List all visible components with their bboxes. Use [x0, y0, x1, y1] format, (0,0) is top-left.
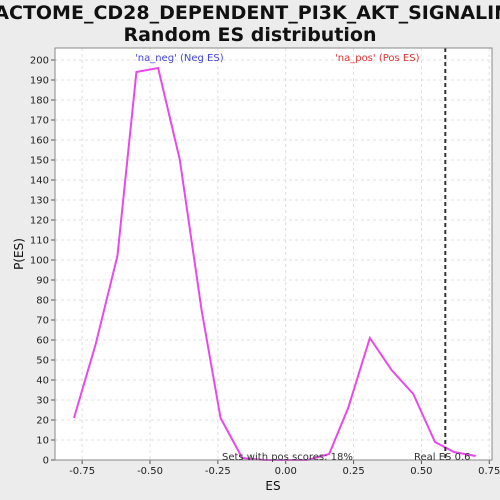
x-tick-label: 0.25	[342, 466, 364, 477]
y-axis-label: P(ES)	[12, 238, 26, 270]
y-tick-label: 140	[30, 176, 49, 187]
x-tick-label: 0.50	[410, 466, 432, 477]
y-tick-label: 10	[36, 436, 49, 447]
y-tick-label: 50	[36, 356, 49, 367]
y-tick-label: 120	[30, 216, 49, 227]
y-tick-label: 20	[36, 416, 49, 427]
chart-title-line2: Random ES distribution	[123, 24, 376, 46]
x-tick-label: -0.25	[205, 466, 231, 477]
y-tick-label: 40	[36, 376, 49, 387]
x-axis-label: ES	[265, 479, 280, 493]
x-tick-label: 0.00	[275, 466, 297, 477]
y-tick-label: 70	[36, 316, 49, 327]
y-tick-label: 200	[30, 56, 49, 67]
y-tick-label: 80	[36, 296, 49, 307]
y-tick-label: 30	[36, 396, 49, 407]
y-tick-label: 110	[30, 236, 49, 247]
y-tick-label: 90	[36, 276, 49, 287]
pos-es-label: 'na_pos' (Pos ES)	[335, 53, 420, 64]
y-tick-label: 180	[30, 96, 49, 107]
y-tick-label: 60	[36, 336, 49, 347]
y-tick-label: 100	[30, 256, 49, 267]
y-tick-label: 160	[30, 136, 49, 147]
plot-area	[55, 48, 492, 460]
plot-border	[54, 47, 493, 461]
x-tick-label: -0.50	[137, 466, 163, 477]
pos-scores-label: Sets with pos scores: 18%	[222, 452, 353, 463]
y-tick-label: 0	[43, 456, 49, 467]
real-es-label: Real ES 0.6	[414, 452, 470, 463]
y-tick-label: 170	[30, 116, 49, 127]
y-tick-label: 130	[30, 196, 49, 207]
x-axis-ticks: -0.75 -0.50 -0.25 0.00 0.25 0.50 0.75	[69, 460, 500, 477]
x-tick-label: 0.75	[478, 466, 500, 477]
x-tick-label: -0.75	[69, 466, 95, 477]
y-axis-ticks: 0 10 20 30 40 50 60 70 80 90 100 110 120 130 140 150 160…	[30, 56, 55, 467]
y-tick-label: 190	[30, 76, 49, 87]
neg-es-label: 'na_neg' (Neg ES)	[135, 53, 224, 64]
y-tick-label: 150	[30, 156, 49, 167]
chart-title-line1: REACTOME_CD28_DEPENDENT_PI3K_AKT_SIGNALI…	[0, 2, 500, 24]
